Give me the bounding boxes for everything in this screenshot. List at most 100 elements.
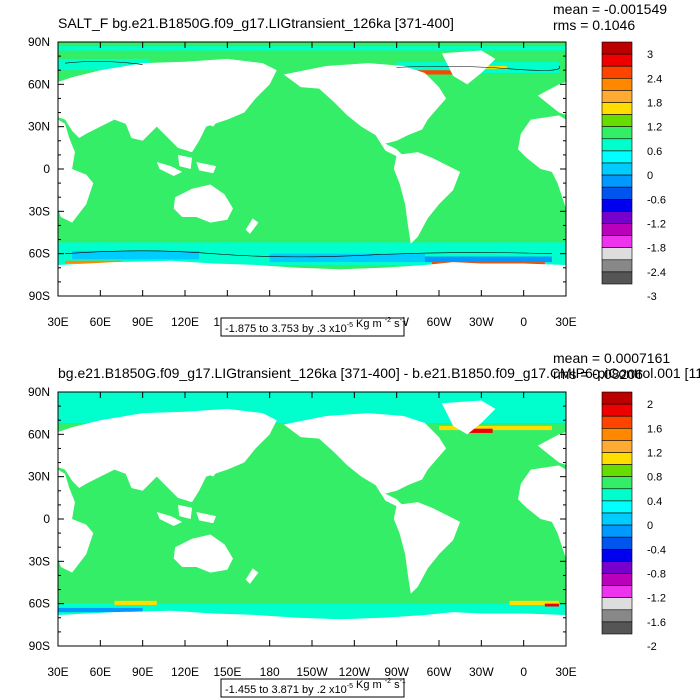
- lon-tick-label: 60E: [90, 315, 111, 329]
- lon-tick-label: 0: [520, 665, 527, 679]
- lat-tick-label: 90S: [29, 639, 50, 653]
- colorbar-cell: [601, 585, 633, 598]
- colorbar-cell: [601, 90, 633, 103]
- lat-tick-label: 60S: [29, 597, 50, 611]
- panel-2: bg.e21.B1850G.f09_g17.LIGtransient_126ka…: [28, 350, 700, 698]
- colorbar-cell: [601, 138, 633, 152]
- colorbar-cell: [601, 415, 633, 429]
- panel-2-mean: mean = 0.0007161: [553, 350, 670, 366]
- arctic-anomaly: [417, 70, 461, 75]
- colorbar-label: 0.4: [647, 496, 662, 508]
- lon-tick-label: 0: [520, 315, 527, 329]
- arctic-anomaly: [58, 46, 566, 51]
- colorbar-label: -0.8: [647, 569, 666, 581]
- lon-tick-label: 120E: [171, 315, 199, 329]
- colorbar-cell: [601, 621, 633, 635]
- svg-text:-1.875 to 3.753 by .3: -1.875 to 3.753 by .3 x10-5 Kg m -2 s-1: [225, 317, 406, 335]
- range-note-box: [220, 317, 405, 337]
- panel-2-map: [58, 392, 566, 646]
- colorbar-cell: [601, 512, 633, 526]
- colorbar-label: 1.8: [647, 98, 662, 110]
- colorbar-cell: [601, 548, 633, 562]
- colorbar-cell: [601, 199, 633, 212]
- colorbar-cell: [601, 102, 633, 115]
- range-units-text: Kg m: [356, 318, 382, 330]
- lat-tick-label: 30N: [28, 470, 50, 484]
- colorbar-label: 0: [647, 170, 653, 182]
- southern-anomaly: [72, 250, 200, 260]
- lat-tick-label: 30S: [29, 204, 50, 218]
- lat-tick-label: 90N: [28, 385, 50, 399]
- lon-tick-label: 120E: [171, 665, 199, 679]
- lat-tick-label: 60N: [28, 77, 50, 91]
- colorbar-cell: [601, 536, 633, 550]
- colorbar-cell: [601, 41, 633, 55]
- colorbar-label: 1.6: [647, 423, 662, 435]
- arctic-anomaly: [467, 428, 493, 433]
- southern-anomaly: [114, 600, 157, 606]
- southern-anomaly: [544, 603, 559, 607]
- contour-line: [65, 61, 143, 65]
- colorbar-cell: [601, 259, 633, 273]
- colorbar-cell: [601, 573, 633, 586]
- colorbar-cell: [601, 271, 633, 285]
- panel-2-colorbar: 2 1.6 1.2 0.8 0.4 0 -0.4 -0.8 -1.2 -1.6 -2: [601, 391, 666, 653]
- colorbar-label: -0.6: [647, 194, 666, 206]
- range-note-text: -1.455 to 3.871 by .2: [225, 684, 326, 696]
- colorbar-cell: [601, 524, 633, 538]
- colorbar-cell: [601, 235, 633, 249]
- lat-tick-label: 90N: [28, 35, 50, 49]
- panel-1-mean: mean = -0.001549: [553, 1, 667, 17]
- colorbar-cell: [601, 464, 633, 478]
- colorbar-cell: [601, 114, 633, 127]
- lon-tick-label: 60E: [90, 665, 111, 679]
- lon-tick-label: 90W: [384, 665, 409, 679]
- lon-tick-label: 90E: [132, 315, 153, 329]
- arctic-anomaly: [439, 425, 552, 431]
- colorbar-label: 1.2: [647, 448, 662, 460]
- colorbar-cell: [601, 440, 633, 453]
- lat-tick-label: 90S: [29, 289, 50, 303]
- lon-tick-label: 180: [260, 665, 280, 679]
- panel-2-axis: 30E 60E 90E 120E 150E 180 150W 120W 90W 60W 30W 0 30…: [28, 385, 577, 679]
- lon-tick-label: 30E: [47, 315, 68, 329]
- arctic-anomaly: [58, 58, 150, 71]
- colorbar-label: 3: [647, 49, 653, 61]
- colorbar-cell: [601, 403, 633, 417]
- panel-1-map: [58, 42, 566, 296]
- arctic-anomaly: [481, 65, 507, 69]
- colorbar-cell: [601, 247, 633, 261]
- colorbar-cell: [601, 150, 633, 164]
- lon-tick-label: 30E: [555, 665, 576, 679]
- colorbar-cell: [601, 597, 633, 611]
- panel-1: SALT_F bg.e21.B1850G.f09_g17.LIGtransien…: [28, 1, 667, 337]
- range-units-text: Kg m: [356, 679, 382, 691]
- colorbar-label: 2.4: [647, 73, 662, 85]
- colorbar-cell: [601, 53, 633, 67]
- panel-1-title: SALT_F bg.e21.B1850G.f09_g17.LIGtransien…: [58, 15, 454, 31]
- lat-tick-label: 30S: [29, 554, 50, 568]
- panel-2-title: bg.e21.B1850G.f09_g17.LIGtransient_126ka…: [58, 365, 700, 381]
- panel-1-colorbar: 3 2.4 1.8 1.2 0.6 0 -0.6 -1.2 -1.8 -2.4 -3: [601, 41, 666, 303]
- colorbar-cell: [601, 78, 633, 91]
- colorbar-label: -2: [647, 641, 657, 653]
- colorbar-cell: [601, 162, 633, 176]
- lon-tick-label: 60W: [427, 665, 452, 679]
- colorbar-label: -0.4: [647, 544, 666, 556]
- lon-tick-label: 30E: [47, 665, 68, 679]
- colorbar-label: -1.8: [647, 243, 666, 255]
- southern-anomaly: [424, 256, 552, 263]
- panel-1-rms: rms = 0.1046: [553, 17, 635, 33]
- lon-tick-label: 60W: [427, 315, 452, 329]
- colorbar-label: -2.4: [647, 267, 666, 279]
- colorbar-cell: [601, 186, 633, 200]
- panel-1-range-note: -1.875 to 3.753 by .3 x10-5 Kg m -2 s-1: [220, 317, 406, 337]
- colorbar-cell: [601, 174, 633, 188]
- colorbar-label: 2: [647, 399, 653, 411]
- lat-tick-label: 0: [43, 512, 50, 526]
- lat-tick-label: 60N: [28, 427, 50, 441]
- lat-tick-label: 30N: [28, 120, 50, 134]
- southern-anomaly: [58, 607, 143, 613]
- colorbar-cell: [601, 427, 633, 441]
